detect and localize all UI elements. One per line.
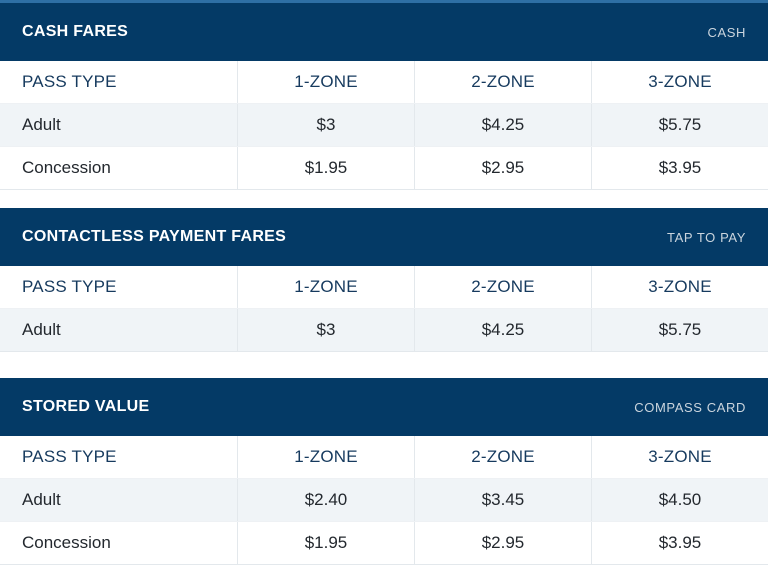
fare-cell: $1.95: [237, 522, 414, 564]
section-title: CASH FARES: [22, 23, 129, 40]
cash-fares-table: PASS TYPE 1-ZONE 2-ZONE 3-ZONE Adult $3 …: [0, 61, 768, 190]
payment-method-badge: COMPASS CARD: [634, 399, 746, 415]
fare-cell: $3.95: [591, 147, 768, 189]
fare-cell: $3: [237, 104, 414, 146]
cash-fares-header: CASH FARES CASH: [0, 3, 768, 61]
column-header-3-zone: 3-ZONE: [591, 266, 768, 308]
top-accent-line: [0, 0, 768, 3]
fare-cell: $3.95: [591, 522, 768, 564]
fare-cell: $5.75: [591, 309, 768, 351]
payment-method-badge: TAP TO PAY: [667, 229, 746, 245]
table-row-adult: Adult $3 $4.25 $5.75: [0, 104, 768, 147]
section-cash-fares: CASH FARES CASH PASS TYPE 1-ZONE 2-ZONE …: [0, 3, 768, 190]
column-header-2-zone: 2-ZONE: [414, 436, 591, 478]
section-contactless-payment-fares: CONTACTLESS PAYMENT FARES TAP TO PAY PAS…: [0, 208, 768, 352]
contactless-fares-table: PASS TYPE 1-ZONE 2-ZONE 3-ZONE Adult $3 …: [0, 266, 768, 352]
section-title: STORED VALUE: [22, 398, 150, 415]
column-header-pass-type: PASS TYPE: [22, 447, 117, 466]
table-header-row: PASS TYPE 1-ZONE 2-ZONE 3-ZONE: [0, 61, 768, 104]
section-title: CONTACTLESS PAYMENT FARES: [22, 228, 287, 245]
fare-cell: $3.45: [414, 479, 591, 521]
section-stored-value: STORED VALUE COMPASS CARD PASS TYPE 1-ZO…: [0, 378, 768, 565]
fare-cell: $1.95: [237, 147, 414, 189]
fare-cell: $2.40: [237, 479, 414, 521]
fare-cell: $4.25: [414, 309, 591, 351]
fare-cell: $5.75: [591, 104, 768, 146]
column-header-1-zone: 1-ZONE: [237, 266, 414, 308]
fare-cell: $2.95: [414, 522, 591, 564]
column-header-3-zone: 3-ZONE: [591, 61, 768, 103]
stored-value-header: STORED VALUE COMPASS CARD: [0, 378, 768, 436]
fare-cell: $4.25: [414, 104, 591, 146]
payment-method-badge: CASH: [707, 24, 746, 40]
table-row-adult: Adult $2.40 $3.45 $4.50: [0, 479, 768, 522]
table-row-adult: Adult $3 $4.25 $5.75: [0, 309, 768, 352]
column-header-3-zone: 3-ZONE: [591, 436, 768, 478]
pass-type-cell: Concession: [22, 158, 111, 177]
pass-type-cell: Adult: [22, 490, 61, 509]
table-row-concession: Concession $1.95 $2.95 $3.95: [0, 522, 768, 565]
contactless-fares-header: CONTACTLESS PAYMENT FARES TAP TO PAY: [0, 208, 768, 266]
column-header-1-zone: 1-ZONE: [237, 436, 414, 478]
column-header-pass-type: PASS TYPE: [22, 277, 117, 296]
column-header-pass-type: PASS TYPE: [22, 72, 117, 91]
pass-type-cell: Concession: [22, 533, 111, 552]
pass-type-cell: Adult: [22, 115, 61, 134]
stored-value-table: PASS TYPE 1-ZONE 2-ZONE 3-ZONE Adult $2.…: [0, 436, 768, 565]
column-header-2-zone: 2-ZONE: [414, 61, 591, 103]
table-header-row: PASS TYPE 1-ZONE 2-ZONE 3-ZONE: [0, 266, 768, 309]
column-header-2-zone: 2-ZONE: [414, 266, 591, 308]
pass-type-cell: Adult: [22, 320, 61, 339]
fare-cell: $3: [237, 309, 414, 351]
fare-cell: $2.95: [414, 147, 591, 189]
table-row-concession: Concession $1.95 $2.95 $3.95: [0, 147, 768, 190]
table-header-row: PASS TYPE 1-ZONE 2-ZONE 3-ZONE: [0, 436, 768, 479]
fare-cell: $4.50: [591, 479, 768, 521]
column-header-1-zone: 1-ZONE: [237, 61, 414, 103]
